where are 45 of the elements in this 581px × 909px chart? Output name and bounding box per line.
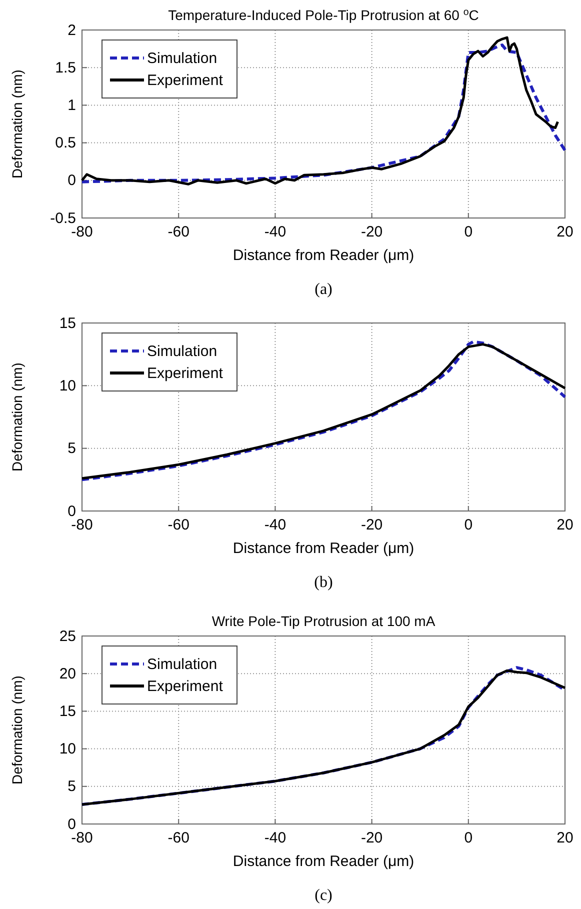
legend-label: Experiment [147,72,224,89]
y-tick-label: 10 [59,740,76,758]
x-tick-label: -40 [264,830,286,847]
y-tick-label: 1 [68,97,76,114]
x-tick-label: -40 [264,516,286,534]
chart-title: Write Pole-Tip Protrusion at 100 mA [212,613,436,629]
y-tick-label: 5 [68,778,76,796]
y-axis-title: Deformation (nm) [9,676,25,784]
x-tick-label: 0 [464,516,473,534]
x-axis-title: Distance from Reader (μm) [232,853,414,870]
y-tick-label: 25 [59,628,76,645]
y-tick-label: 15 [59,703,76,720]
y-tick-label: 20 [59,665,76,682]
text: (c) [314,887,332,904]
legend-label: Simulation [147,50,218,67]
x-tick-label: -20 [360,516,383,534]
y-tick-label: 0.5 [55,134,76,152]
x-axis-title: Distance from Reader (μm) [232,247,414,264]
x-tick-label: 20 [556,224,574,241]
y-tick-label: 10 [59,377,76,394]
y-tick-label: 5 [68,440,76,458]
legend-label: Simulation [147,343,218,360]
y-tick-label: 2 [68,22,76,39]
x-tick-label: -60 [168,516,190,534]
legend-label: Experiment [147,678,224,695]
x-tick-label: 20 [556,830,574,847]
chart-title: Temperature-Induced Pole-Tip Protrusion at 60 $^{o}$C [168,6,479,23]
x-axis-title: Distance from Reader (μm) [232,540,414,557]
x-tick-label: -60 [168,830,190,847]
x-tick-label: 0 [464,830,473,847]
x-tick-label: -20 [360,830,383,847]
text: (b) [314,574,333,591]
y-axis-title: Deformation (nm) [9,362,25,472]
legend-label: Simulation [147,656,218,673]
x-tick-label: -20 [360,224,383,241]
x-tick-label: 20 [556,516,574,534]
y-tick-label: 1.5 [55,59,76,76]
y-tick-label: 0 [68,172,76,190]
x-tick-label: 0 [464,224,473,241]
y-tick-label: 15 [59,314,76,332]
y-axis-title: Deformation (nm) [9,70,25,178]
text: (a) [314,281,332,298]
legend-label: Experiment [147,365,224,382]
x-tick-label: -60 [168,224,190,241]
x-tick-label: -40 [264,224,286,241]
